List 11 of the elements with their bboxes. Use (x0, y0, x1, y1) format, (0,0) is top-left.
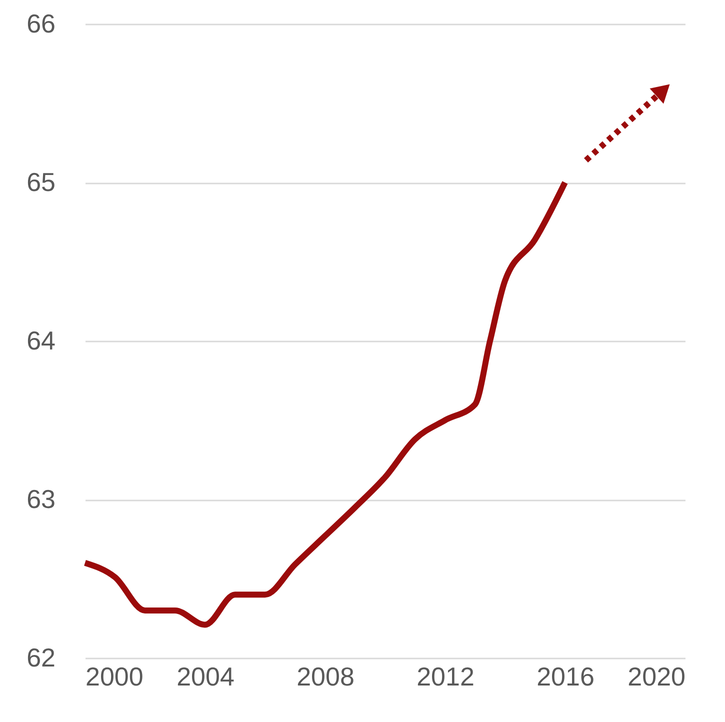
y-tick-label: 64 (26, 326, 56, 356)
y-tick-label: 66 (26, 8, 56, 38)
y-tick-label: 62 (26, 642, 56, 672)
y-tick-label: 65 (26, 167, 56, 197)
x-tick-label: 2016 (536, 662, 594, 692)
x-tick-label: 2012 (416, 662, 474, 692)
x-tick-label: 2000 (86, 662, 144, 692)
x-tick-label: 2008 (296, 662, 354, 692)
y-tick-label: 63 (26, 484, 56, 514)
x-tick-label: 2004 (176, 662, 234, 692)
x-tick-label: 2020 (628, 662, 686, 692)
